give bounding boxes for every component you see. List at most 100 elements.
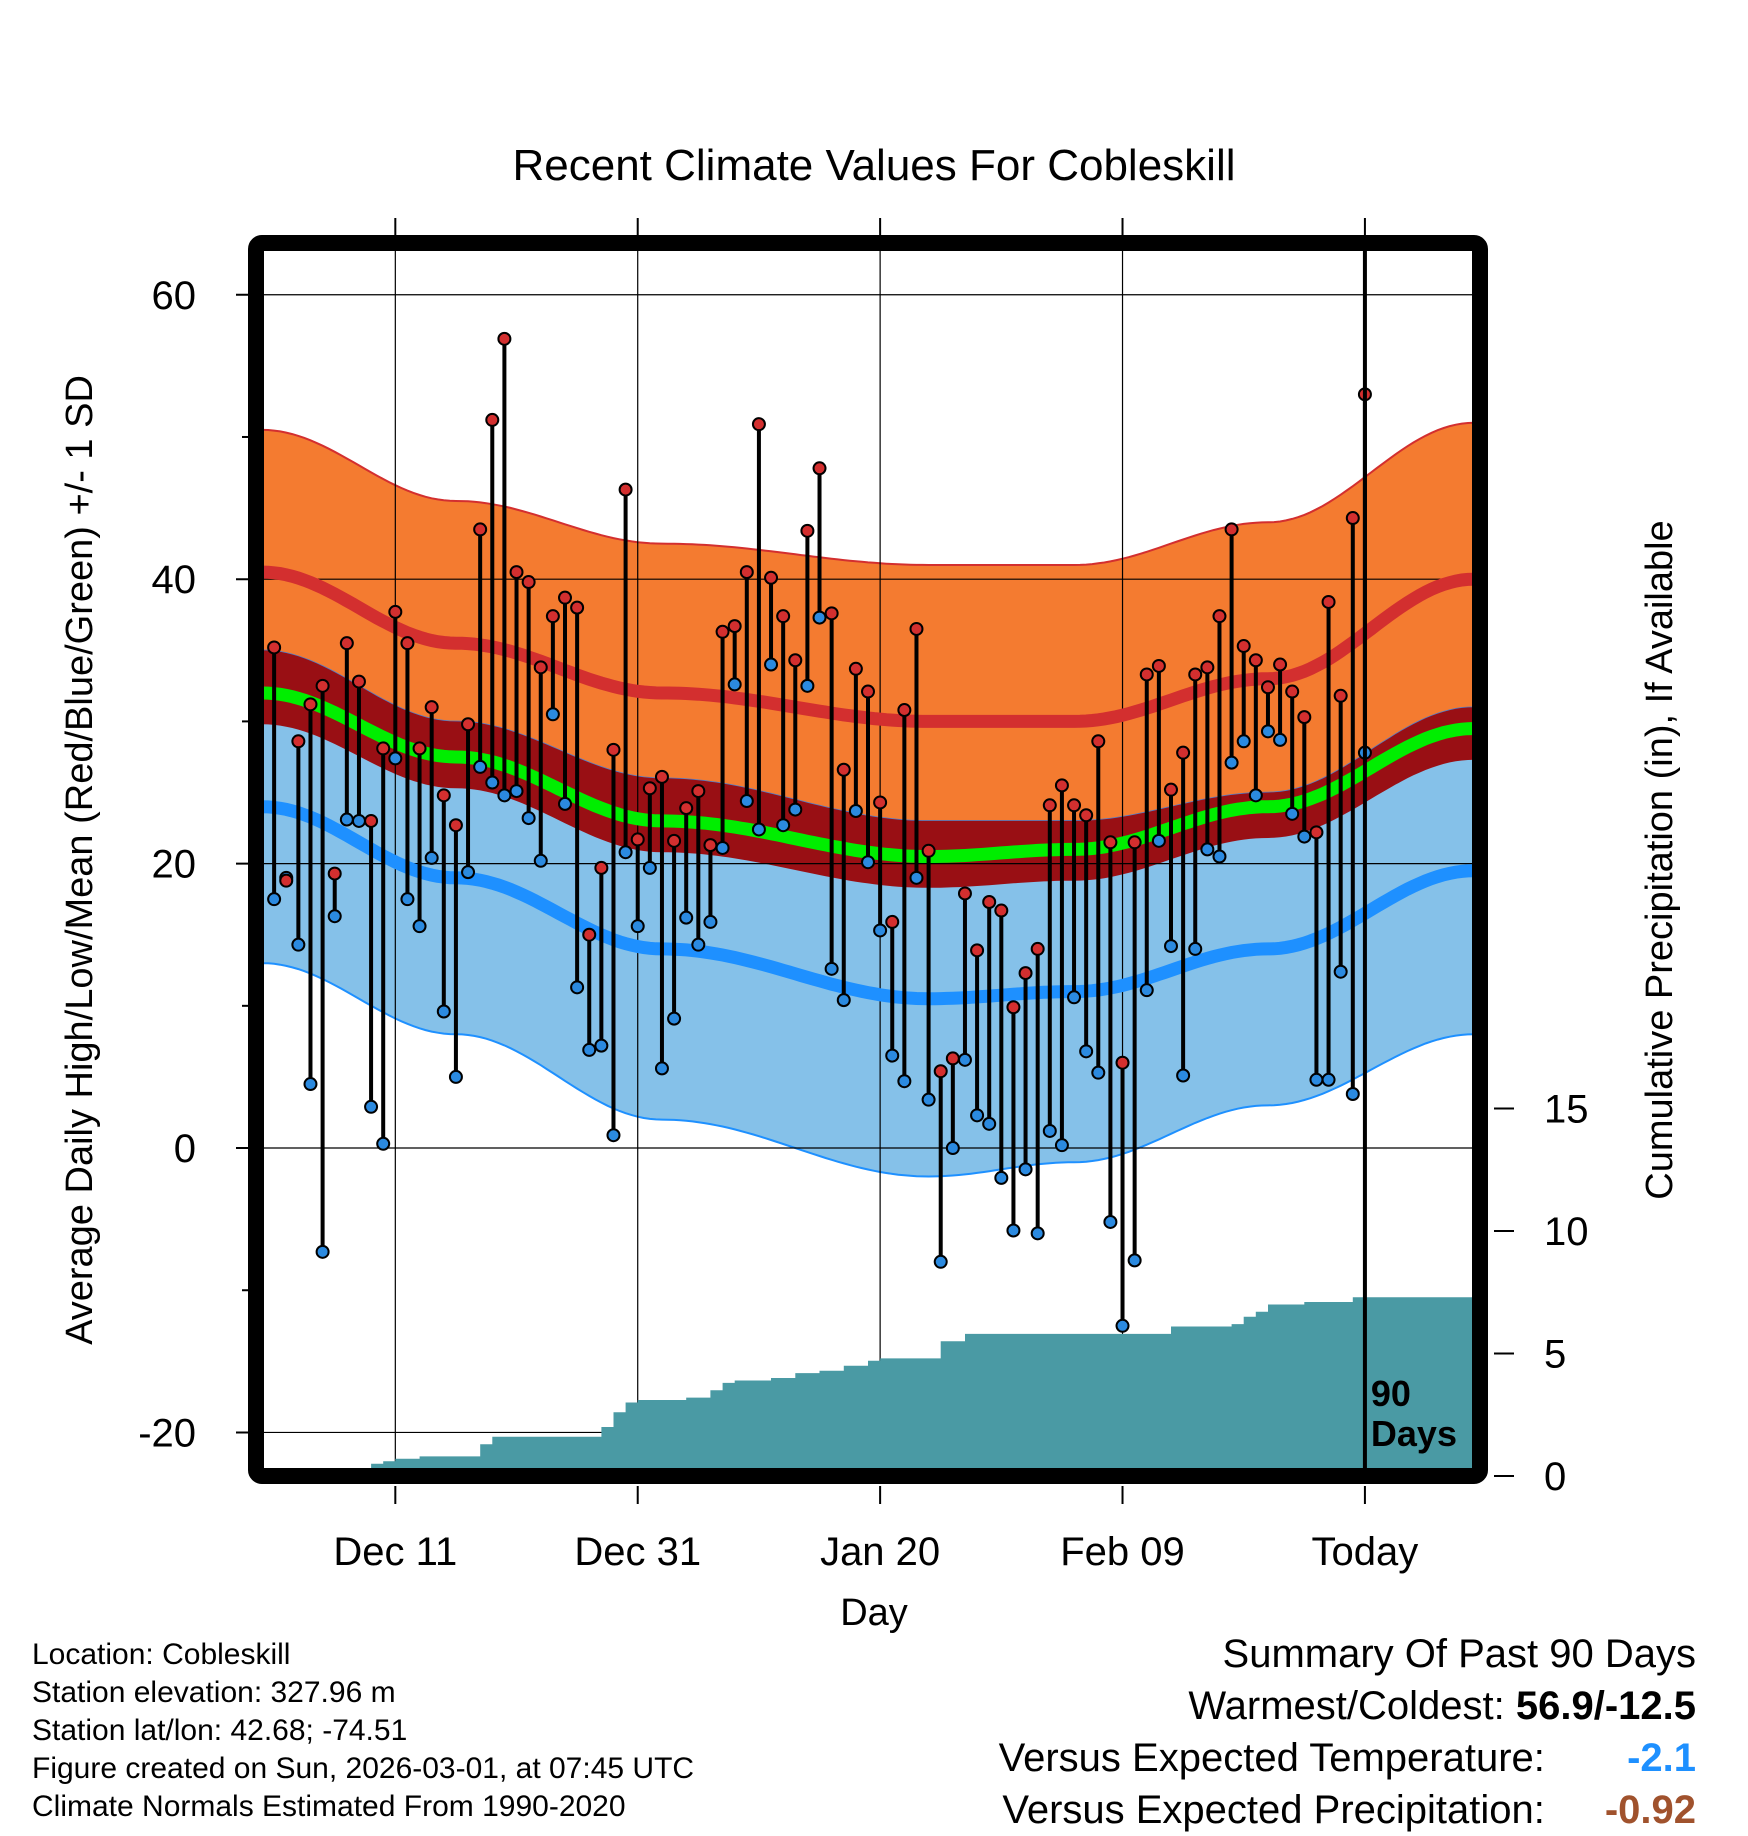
daily-low-point xyxy=(848,803,863,818)
daily-high-point xyxy=(558,590,572,605)
daily-low-point xyxy=(1236,734,1251,749)
daily-high-point xyxy=(836,762,851,777)
daily-low-point xyxy=(1042,1123,1057,1138)
daily-low-point xyxy=(1345,1086,1360,1101)
daily-low-point xyxy=(861,855,875,870)
daily-low-point xyxy=(1260,724,1275,739)
daily-high-point xyxy=(982,895,997,910)
daily-low-point xyxy=(533,853,548,868)
warm-cold-value: 56.9/-12.5 xyxy=(1515,1684,1696,1728)
y-tick-label: 60 xyxy=(152,274,197,318)
daily-high-point xyxy=(873,795,888,810)
daily-high-point xyxy=(800,523,815,538)
daily-high-point xyxy=(424,700,439,715)
daily-low-point xyxy=(497,788,512,803)
daily-low-point xyxy=(1151,833,1166,848)
y2-tick-label: 10 xyxy=(1544,1210,1589,1254)
elevation-text: Station elevation: 327.96 m xyxy=(32,1676,396,1709)
daily-high-point xyxy=(1285,684,1300,699)
daily-high-point xyxy=(848,661,863,676)
daily-low-point xyxy=(921,1092,936,1107)
daily-low-point xyxy=(970,1108,985,1123)
x-axis-label: Day xyxy=(840,1592,908,1634)
daily-low-point xyxy=(873,923,888,938)
daily-high-point xyxy=(970,943,985,958)
daily-high-point xyxy=(303,697,318,712)
daily-low-point xyxy=(303,1077,318,1092)
daily-low-point xyxy=(521,811,536,826)
daily-low-point xyxy=(570,980,585,995)
y-tick-label: 0 xyxy=(174,1127,196,1171)
daily-low-point xyxy=(412,919,427,934)
daily-high-point xyxy=(751,417,766,432)
daily-values xyxy=(267,331,1372,1333)
daily-high-point xyxy=(630,832,645,847)
daily-low-point xyxy=(764,657,779,672)
station-info: Location: Cobleskill Station elevation: … xyxy=(32,1636,694,1826)
daily-low-point xyxy=(1285,806,1300,821)
warm-cold-row: Warmest/Coldest: 56.9/-12.5 xyxy=(999,1680,1696,1732)
daily-low-point xyxy=(800,678,815,693)
chart-title: Recent Climate Values For Cobleskill xyxy=(512,141,1235,190)
daily-low-point xyxy=(642,860,657,875)
daily-high-point xyxy=(388,604,403,619)
daily-high-point xyxy=(594,860,609,875)
daily-high-point xyxy=(267,640,282,655)
daily-high-point xyxy=(909,621,924,636)
x-tick-label: Feb 09 xyxy=(1060,1530,1185,1574)
daily-high-point xyxy=(897,703,912,718)
daily-high-point xyxy=(654,769,669,784)
daily-low-point xyxy=(376,1136,391,1151)
daily-high-point xyxy=(1006,1000,1021,1015)
daily-low-point xyxy=(836,993,851,1008)
daily-high-point xyxy=(824,606,839,621)
daily-low-point xyxy=(1103,1214,1118,1229)
daily-high-point xyxy=(788,653,803,668)
daily-high-point xyxy=(1151,658,1166,673)
created-text: Figure created on Sun, 2026-03-01, at 07… xyxy=(32,1752,695,1785)
daily-low-point xyxy=(667,1011,682,1026)
temp-value: -2.1 xyxy=(1627,1736,1696,1780)
x-tick-label: Jan 20 xyxy=(820,1530,940,1574)
precip-area xyxy=(262,1297,1474,1476)
daily-low-point xyxy=(703,914,718,929)
daily-high-point xyxy=(497,331,512,346)
temp-label: Versus Expected Temperature: xyxy=(998,1736,1545,1780)
daily-high-point xyxy=(921,843,936,858)
daily-high-point xyxy=(364,813,379,828)
y2-tick-label: 15 xyxy=(1544,1088,1589,1132)
daily-high-point xyxy=(473,522,488,537)
daily-high-point xyxy=(1091,734,1106,749)
today-days-number: 90 xyxy=(1371,1373,1411,1414)
daily-low-point xyxy=(594,1038,609,1053)
daily-high-point xyxy=(691,784,706,799)
daily-high-point xyxy=(776,609,791,624)
daily-high-point xyxy=(1321,594,1336,609)
daily-low-point xyxy=(1054,1138,1069,1153)
daily-low-point xyxy=(691,937,706,952)
daily-high-point xyxy=(812,461,827,476)
daily-high-point xyxy=(1018,966,1033,981)
daily-high-point xyxy=(933,1064,948,1079)
daily-low-point xyxy=(364,1099,379,1114)
today-days-word: Days xyxy=(1371,1413,1457,1454)
daily-low-point xyxy=(436,1004,451,1019)
y-axis-left: -20 0 20 40 60 xyxy=(138,274,254,1455)
daily-low-point xyxy=(824,961,839,976)
daily-high-point xyxy=(1079,808,1094,823)
daily-low-point xyxy=(267,892,282,907)
daily-high-point xyxy=(945,1051,960,1066)
x-tick-label: Dec 11 xyxy=(333,1530,457,1574)
daily-high-point xyxy=(485,412,500,427)
daily-low-point xyxy=(1115,1318,1130,1333)
plot-frame xyxy=(248,235,1488,1484)
daily-high-point xyxy=(642,781,657,796)
daily-low-point xyxy=(715,840,730,855)
precip-fill xyxy=(262,1297,1474,1476)
daily-high-point xyxy=(715,624,730,639)
daily-high-point xyxy=(606,742,621,757)
y2-tick-label: 0 xyxy=(1544,1455,1566,1499)
daily-low-point xyxy=(327,909,342,924)
daily-low-point xyxy=(1212,849,1227,864)
